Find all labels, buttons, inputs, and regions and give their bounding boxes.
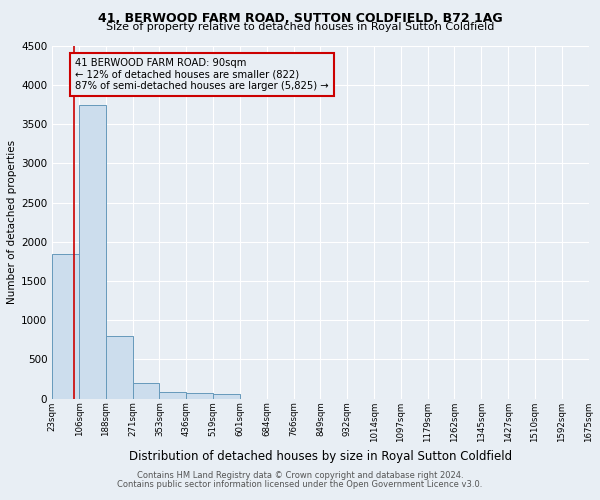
Text: 41 BERWOOD FARM ROAD: 90sqm
← 12% of detached houses are smaller (822)
87% of se: 41 BERWOOD FARM ROAD: 90sqm ← 12% of det… — [75, 58, 329, 91]
Bar — [79, 104, 106, 399]
Text: Contains public sector information licensed under the Open Government Licence v3: Contains public sector information licen… — [118, 480, 482, 489]
Bar — [133, 383, 160, 398]
Bar — [213, 394, 240, 398]
Bar — [160, 392, 187, 398]
Y-axis label: Number of detached properties: Number of detached properties — [7, 140, 17, 304]
Text: Size of property relative to detached houses in Royal Sutton Coldfield: Size of property relative to detached ho… — [106, 22, 494, 32]
Bar — [52, 254, 79, 398]
Text: Contains HM Land Registry data © Crown copyright and database right 2024.: Contains HM Land Registry data © Crown c… — [137, 471, 463, 480]
X-axis label: Distribution of detached houses by size in Royal Sutton Coldfield: Distribution of detached houses by size … — [129, 450, 512, 463]
Text: 41, BERWOOD FARM ROAD, SUTTON COLDFIELD, B72 1AG: 41, BERWOOD FARM ROAD, SUTTON COLDFIELD,… — [98, 12, 502, 26]
Bar — [106, 336, 133, 398]
Bar — [187, 393, 213, 398]
